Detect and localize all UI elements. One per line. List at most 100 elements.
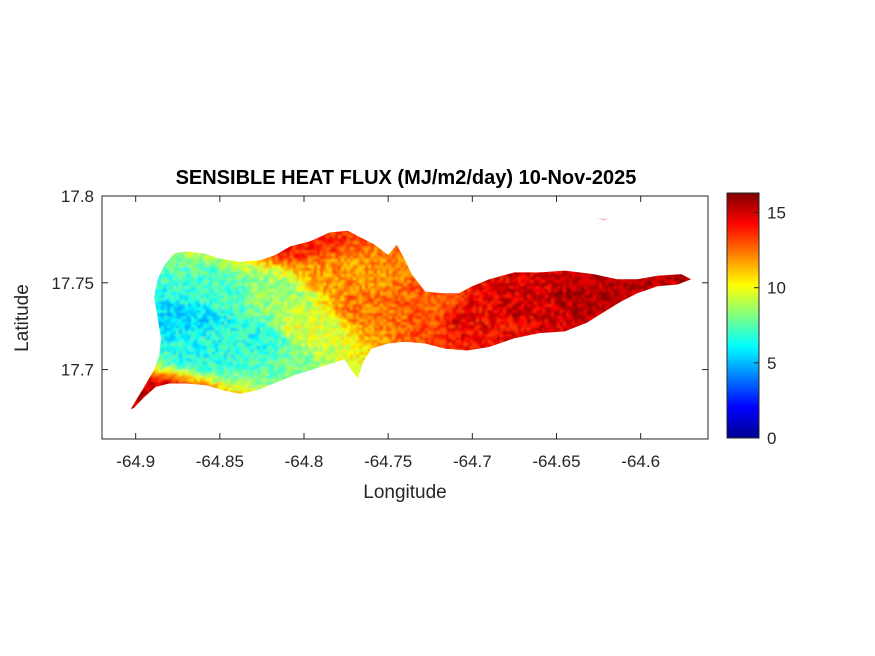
flux-cell <box>248 265 252 269</box>
flux-cell <box>284 358 288 362</box>
flux-cell <box>185 346 189 350</box>
flux-cell <box>197 253 201 257</box>
flux-cell <box>329 238 333 242</box>
flux-cell <box>305 301 309 305</box>
flux-cell <box>161 373 165 377</box>
flux-cell <box>236 283 240 287</box>
flux-cell <box>233 337 237 341</box>
flux-cell <box>305 244 309 248</box>
flux-cell <box>194 361 198 365</box>
flux-cell <box>209 271 213 275</box>
flux-cell <box>233 322 237 326</box>
flux-cell <box>233 265 237 269</box>
flux-cell <box>248 313 252 317</box>
flux-cell <box>317 340 321 344</box>
flux-cell <box>233 283 237 287</box>
flux-cell <box>230 301 234 305</box>
flux-cell <box>227 373 231 377</box>
flux-cell <box>164 277 168 281</box>
flux-cell <box>347 346 351 350</box>
flux-cell <box>239 280 243 284</box>
flux-cell <box>188 310 192 314</box>
flux-cell <box>314 259 318 263</box>
flux-cell <box>332 244 336 248</box>
flux-cell <box>212 343 216 347</box>
flux-cell <box>302 304 306 308</box>
flux-cell <box>164 331 168 335</box>
flux-cell <box>344 310 348 314</box>
flux-cell <box>341 259 345 263</box>
flux-cell <box>203 346 207 350</box>
flux-cell <box>164 292 168 296</box>
flux-cell <box>341 337 345 341</box>
flux-cell <box>209 328 213 332</box>
flux-cell <box>257 382 261 386</box>
flux-cell <box>278 277 282 281</box>
flux-cell <box>344 283 348 287</box>
flux-cell <box>356 313 360 317</box>
flux-cell <box>170 310 174 314</box>
flux-cell <box>251 352 255 356</box>
flux-cell <box>344 247 348 251</box>
flux-cell <box>200 283 204 287</box>
flux-cell <box>353 325 357 329</box>
flux-cell <box>161 355 165 359</box>
flux-cell <box>290 259 294 263</box>
flux-cell <box>296 286 300 290</box>
flux-cell <box>299 265 303 269</box>
flux-cell <box>167 364 171 368</box>
flux-cell <box>317 304 321 308</box>
flux-cell <box>305 304 309 308</box>
flux-cell <box>350 238 354 242</box>
flux-cell <box>170 301 174 305</box>
flux-cell <box>281 322 285 326</box>
flux-cell <box>203 328 207 332</box>
flux-cell <box>224 370 228 374</box>
flux-cell <box>341 241 345 245</box>
flux-cell <box>176 304 180 308</box>
flux-cell <box>245 283 249 287</box>
flux-cell <box>194 265 198 269</box>
flux-cell <box>335 280 339 284</box>
flux-cell <box>332 277 336 281</box>
flux-cell <box>236 322 240 326</box>
flux-cell <box>347 358 351 362</box>
flux-cell <box>320 259 324 263</box>
flux-cell <box>194 268 198 272</box>
flux-cell <box>167 340 171 344</box>
flux-cell <box>317 238 321 242</box>
flux-cell <box>191 304 195 308</box>
flux-cell <box>287 286 291 290</box>
flux-cell <box>281 274 285 278</box>
flux-cell <box>344 259 348 263</box>
flux-cell <box>323 286 327 290</box>
flux-cell <box>350 292 354 296</box>
flux-cell <box>335 256 339 260</box>
flux-cell <box>353 349 357 353</box>
flux-cell <box>221 379 225 383</box>
flux-cell <box>197 268 201 272</box>
flux-cell <box>323 304 327 308</box>
flux-cell <box>200 361 204 365</box>
flux-cell <box>191 355 195 359</box>
flux-cell <box>206 376 210 380</box>
flux-cell <box>188 265 192 269</box>
flux-cell <box>164 316 168 320</box>
flux-cell <box>290 292 294 296</box>
flux-cell <box>221 343 225 347</box>
flux-cell <box>299 304 303 308</box>
flux-cell <box>182 358 186 362</box>
flux-cell <box>311 325 315 329</box>
flux-cell <box>245 358 249 362</box>
flux-cell <box>227 379 231 383</box>
flux-cell <box>317 316 321 320</box>
flux-cell <box>203 274 207 278</box>
flux-cell <box>275 325 279 329</box>
flux-cell <box>182 280 186 284</box>
flux-cell <box>161 334 165 338</box>
flux-cell <box>227 358 231 362</box>
flux-cell <box>350 286 354 290</box>
flux-cell <box>263 262 267 266</box>
flux-cell <box>296 367 300 371</box>
flux-cell <box>338 325 342 329</box>
